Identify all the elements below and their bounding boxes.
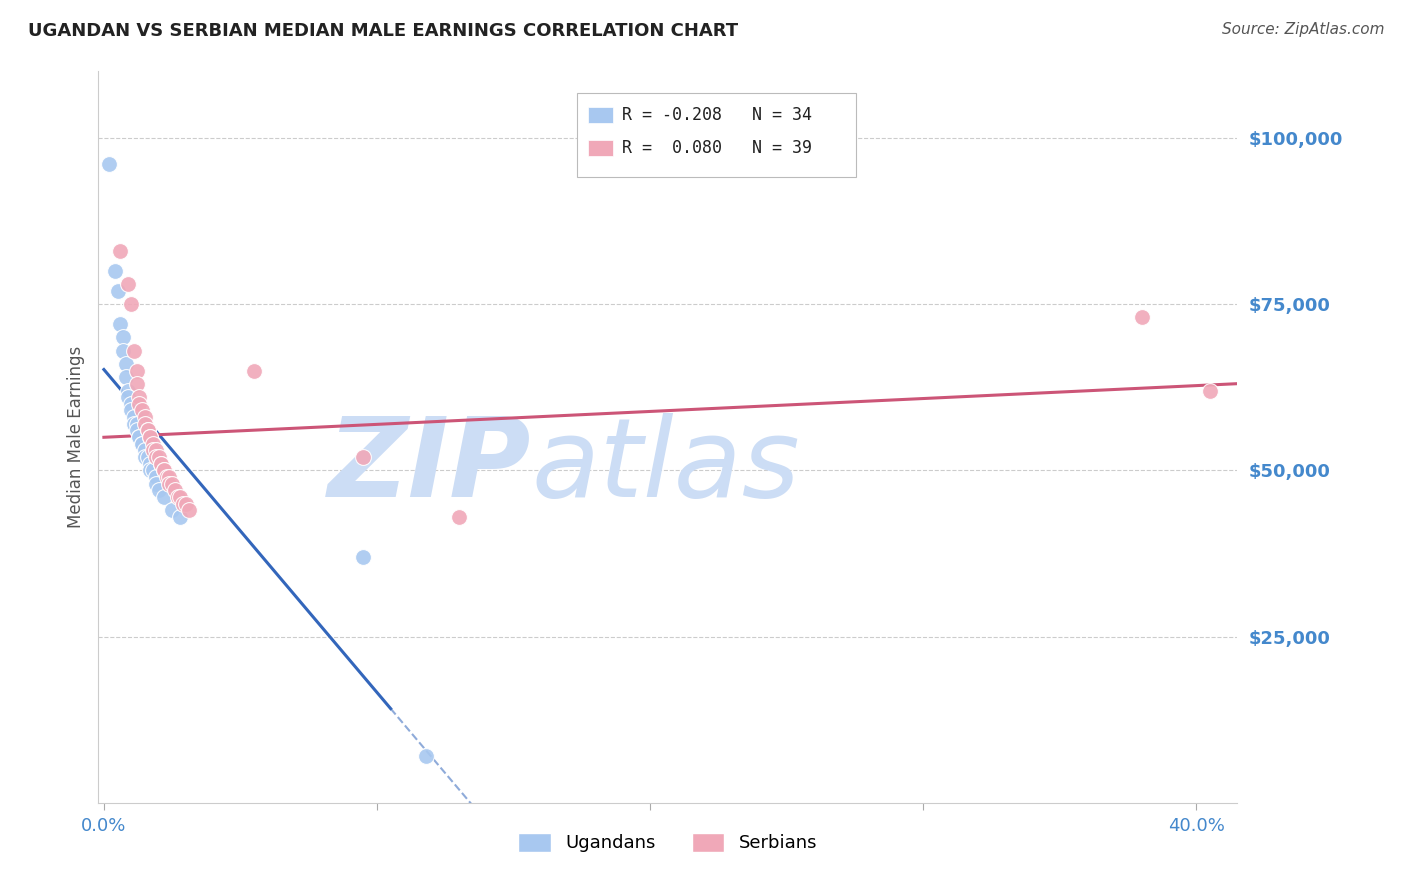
Point — [134, 410, 156, 425]
FancyBboxPatch shape — [576, 94, 856, 178]
Point — [159, 470, 181, 484]
Point — [125, 417, 148, 431]
Point — [150, 457, 173, 471]
Point — [110, 317, 132, 331]
Point — [111, 330, 134, 344]
Text: UGANDAN VS SERBIAN MEDIAN MALE EARNINGS CORRELATION CHART: UGANDAN VS SERBIAN MEDIAN MALE EARNINGS … — [28, 22, 738, 40]
Point — [142, 463, 165, 477]
Point — [148, 450, 170, 464]
Point — [156, 470, 179, 484]
Legend: Ugandans, Serbians: Ugandans, Serbians — [512, 826, 824, 860]
Point — [139, 430, 162, 444]
Point — [98, 157, 121, 171]
Point — [131, 403, 153, 417]
Point — [117, 390, 139, 404]
Point — [145, 470, 167, 484]
Point — [120, 297, 142, 311]
Point — [122, 410, 145, 425]
Point — [150, 457, 173, 471]
Point — [160, 503, 183, 517]
Point — [1199, 384, 1222, 398]
Point — [128, 430, 150, 444]
Point — [139, 463, 162, 477]
Point — [352, 549, 374, 564]
Point — [159, 476, 181, 491]
Point — [139, 457, 162, 471]
Point — [153, 463, 176, 477]
Point — [128, 390, 150, 404]
Point — [166, 490, 188, 504]
Point — [114, 357, 136, 371]
Point — [136, 450, 159, 464]
Text: Source: ZipAtlas.com: Source: ZipAtlas.com — [1222, 22, 1385, 37]
Point — [107, 284, 129, 298]
Point — [145, 450, 167, 464]
Point — [111, 343, 134, 358]
Point — [120, 397, 142, 411]
Point — [1130, 310, 1153, 325]
Point — [415, 749, 437, 764]
FancyBboxPatch shape — [588, 107, 613, 123]
Point — [142, 443, 165, 458]
Point — [117, 277, 139, 292]
Point — [153, 490, 176, 504]
Point — [134, 443, 156, 458]
Point — [134, 450, 156, 464]
Text: R = -0.208   N = 34: R = -0.208 N = 34 — [623, 106, 813, 124]
Point — [163, 483, 186, 498]
Point — [148, 483, 170, 498]
Point — [125, 363, 148, 377]
FancyBboxPatch shape — [588, 140, 613, 156]
Point — [134, 417, 156, 431]
Point — [122, 343, 145, 358]
Point — [139, 430, 162, 444]
Point — [128, 397, 150, 411]
Point — [110, 244, 132, 258]
Point — [131, 436, 153, 450]
Point — [125, 424, 148, 438]
Point — [117, 384, 139, 398]
Point — [142, 436, 165, 450]
Point — [131, 436, 153, 450]
Point — [153, 463, 176, 477]
Point — [447, 509, 470, 524]
Point — [120, 403, 142, 417]
Point — [136, 424, 159, 438]
Point — [122, 417, 145, 431]
Point — [172, 497, 194, 511]
Point — [114, 370, 136, 384]
Point — [145, 443, 167, 458]
Point — [125, 376, 148, 391]
Point — [145, 476, 167, 491]
Y-axis label: Median Male Earnings: Median Male Earnings — [66, 346, 84, 528]
Point — [128, 430, 150, 444]
Text: R =  0.080   N = 39: R = 0.080 N = 39 — [623, 139, 813, 157]
Point — [104, 264, 127, 278]
Point — [169, 509, 191, 524]
Point — [243, 363, 266, 377]
Text: ZIP: ZIP — [328, 413, 531, 520]
Point — [169, 490, 191, 504]
Point — [352, 450, 374, 464]
Text: atlas: atlas — [531, 413, 800, 520]
Point — [160, 476, 183, 491]
Point — [136, 424, 159, 438]
Point — [177, 503, 200, 517]
Point — [174, 497, 197, 511]
